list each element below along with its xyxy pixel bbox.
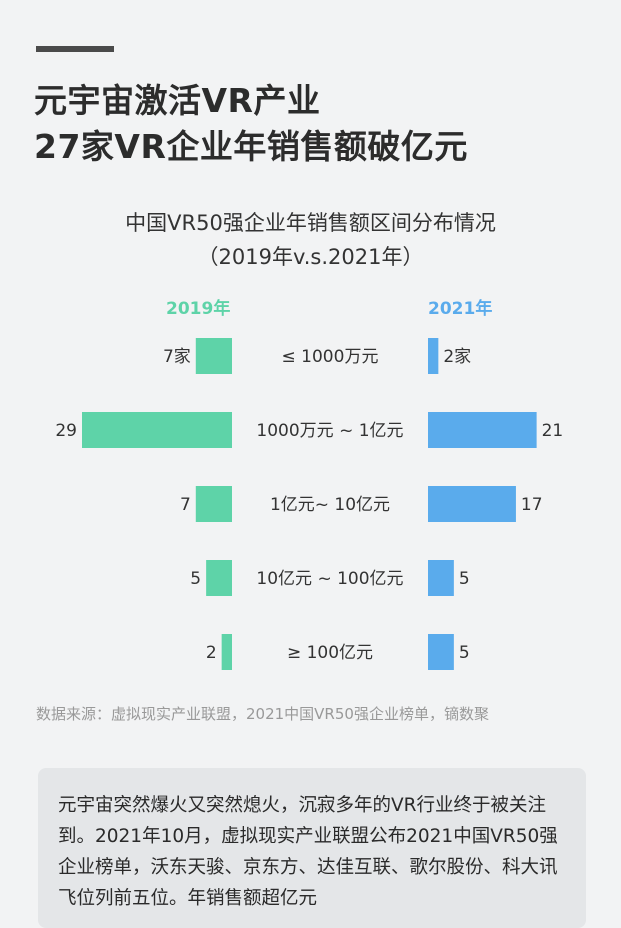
description-box: 元宇宙突然爆火又突然熄火，沉寂多年的VR行业终于被关注到。2021年10月，虚拟… bbox=[38, 768, 586, 928]
data-label-2019: 5 bbox=[190, 569, 201, 589]
chart-subtitle: （2019年v.s.2021年） bbox=[197, 245, 424, 269]
data-label-2021: 2家 bbox=[443, 347, 471, 367]
legend-2019: 2019年 bbox=[166, 299, 231, 319]
description-text: 元宇宙突然爆火又突然熄火，沉寂多年的VR行业终于被关注到。2021年10月，虚拟… bbox=[58, 795, 558, 909]
butterfly-chart: ≤ 1000万元 7家 2家 1000万元 ~ 1亿元 29 21 1亿元~ 10亿元 7 17… bbox=[55, 338, 564, 670]
bar-2021 bbox=[428, 338, 439, 374]
headline-line-2: 27家VR企业年销售额破亿元 bbox=[34, 127, 468, 166]
data-label-2019: 29 bbox=[55, 421, 77, 441]
data-label-2021: 21 bbox=[542, 421, 564, 441]
bar-2019 bbox=[221, 634, 232, 670]
data-label-2019: 7家 bbox=[163, 347, 191, 367]
bar-2021 bbox=[428, 412, 537, 448]
headline-line-1: 元宇宙激活VR产业 bbox=[34, 81, 321, 120]
data-label-2021: 5 bbox=[459, 643, 470, 663]
data-label-2019: 7 bbox=[180, 495, 191, 515]
data-label-2021: 5 bbox=[459, 569, 470, 589]
data-label-2019: 2 bbox=[206, 643, 217, 663]
bar-2021 bbox=[428, 560, 454, 596]
headline: 元宇宙激活VR产业 27家VR企业年销售额破亿元 bbox=[34, 78, 468, 170]
category-label: ≥ 100亿元 bbox=[287, 643, 373, 663]
bar-2021 bbox=[428, 486, 516, 522]
category-label: 1亿元~ 10亿元 bbox=[270, 495, 390, 515]
category-label: 10亿元 ~ 100亿元 bbox=[256, 569, 403, 589]
bar-2021 bbox=[428, 634, 454, 670]
data-source: 数据来源：虚拟现实产业联盟，2021中国VR50强企业榜单，镝数聚 bbox=[36, 705, 489, 723]
bar-2019 bbox=[195, 486, 232, 522]
category-label: 1000万元 ~ 1亿元 bbox=[256, 421, 403, 441]
chart-title: 中国VR50强企业年销售额区间分布情况 bbox=[125, 211, 496, 235]
bar-2019 bbox=[195, 338, 232, 374]
legend-2021: 2021年 bbox=[428, 299, 493, 319]
bar-2019 bbox=[82, 412, 232, 448]
bar-2019 bbox=[206, 560, 232, 596]
data-label-2021: 17 bbox=[521, 495, 543, 515]
category-label: ≤ 1000万元 bbox=[282, 347, 379, 367]
accent-bar bbox=[36, 46, 114, 52]
